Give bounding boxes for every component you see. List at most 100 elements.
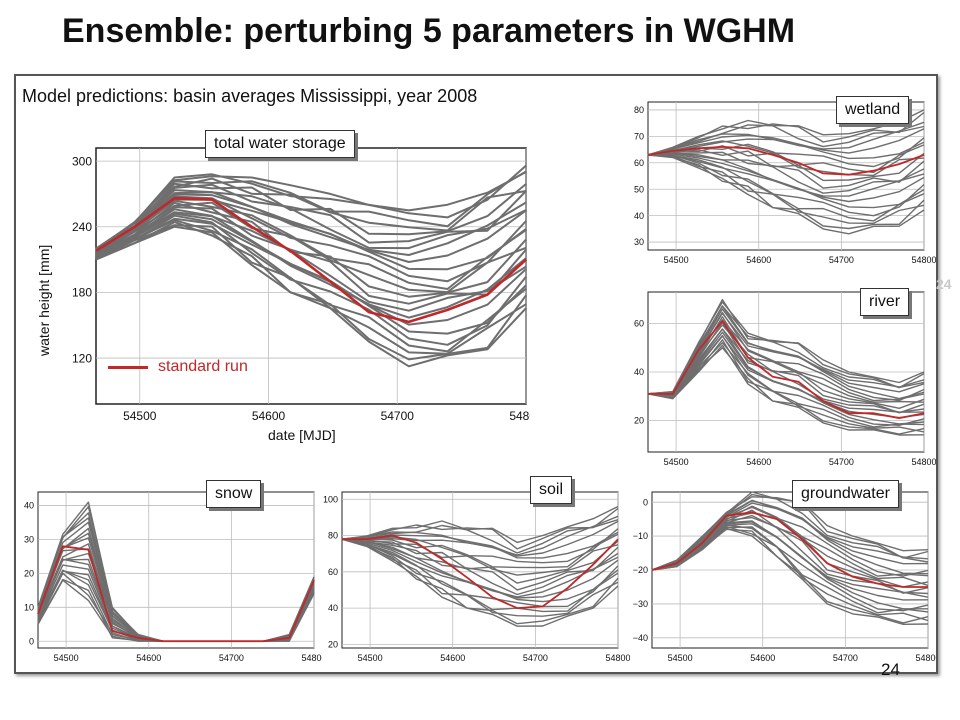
soil-ensemble-line (341, 538, 619, 608)
wetland-standard-run-line (647, 146, 925, 176)
wetland-ensemble-line (647, 149, 925, 182)
gw-x-tick-label: 54700 (833, 653, 858, 663)
tws-ensemble-line (95, 183, 527, 252)
tws-legend: standard run (108, 358, 248, 376)
wetland-y-tick-label: 50 (634, 184, 644, 194)
soil-ensemble-line (341, 538, 619, 591)
tws-y-tick-label: 300 (72, 154, 92, 168)
gw-y-tick-label: −30 (633, 599, 648, 609)
soil-svg: 54500 54600 54700 54800 20 40 60 80 100 (323, 491, 630, 663)
soil-ensemble-line (341, 538, 619, 627)
river-y-tick-label: 40 (634, 367, 644, 377)
river-ensemble-line (647, 334, 925, 427)
wetland-ensemble-line (647, 154, 925, 235)
tws-x-tick-label: 54600 (252, 409, 286, 423)
wetland-svg: 54500 54600 54700 54800 30 40 50 60 70 80 (634, 101, 936, 265)
stray-page-number: 24 (936, 276, 952, 292)
snow-svg: 54500 54600 54700 54800 0 10 20 30 40 (24, 491, 322, 663)
wetland-chart: 54500 54600 54700 54800 30 40 50 60 70 80 (620, 96, 936, 270)
slide-title: Ensemble: perturbing 5 parameters in WGH… (62, 12, 796, 50)
tws-ensemble-line (95, 171, 527, 250)
tws-x-axis-title: date [MJD] (268, 427, 336, 443)
tws-ensemble-line (95, 206, 527, 305)
river-ensemble-line (647, 316, 925, 403)
legend-swatch (108, 365, 148, 369)
river-ensemble-line (647, 339, 925, 433)
tws-ensemble-line (95, 201, 527, 298)
soil-ensemble-line (341, 519, 619, 554)
tws-panel-label: total water storage (205, 130, 355, 158)
river-x-tick-label: 54800 (911, 457, 936, 467)
wetland-x-tick-label: 54500 (664, 255, 689, 265)
river-standard-run-line (648, 320, 925, 420)
soil-ensemble-line (341, 538, 619, 584)
snow-y-tick-label: 40 (24, 501, 34, 511)
soil-ensemble-line (341, 515, 619, 556)
gw-x-tick-label: 54800 (915, 653, 936, 663)
gw-x-tick-label: 54600 (750, 653, 775, 663)
soil-ensemble-line (342, 528, 619, 564)
soil-ensemble-line (341, 538, 619, 599)
tws-x-tick-label: 54800 (509, 409, 530, 423)
river-ensemble-line (647, 347, 925, 435)
wetland-x-tick-label: 54700 (829, 255, 854, 265)
river-y-tick-label: 60 (634, 319, 644, 329)
snow-panel-label: snow (206, 480, 262, 508)
wetland-ensemble-line (647, 152, 925, 197)
wetland-y-tick-label: 80 (634, 105, 644, 115)
river-ensemble-line (647, 305, 925, 395)
wetland-y-tick-label: 30 (634, 237, 644, 247)
gw-ensemble-line (651, 493, 929, 571)
snow-y-tick-label: 20 (24, 569, 34, 579)
tws-y-tick-label: 240 (72, 220, 92, 234)
wetland-ensemble-line (647, 124, 925, 156)
tws-ensemble-line (95, 201, 527, 294)
wetland-ensemble-line (647, 109, 925, 156)
wetland-ensemble-line (647, 121, 925, 156)
wetland-ensemble-line (647, 145, 925, 177)
snow-chart: 54500 54600 54700 54800 0 10 20 30 40 (18, 486, 322, 670)
tws-ensemble-line (95, 189, 527, 256)
tws-ensemble-line (95, 212, 527, 326)
snow-x-tick-label: 54700 (219, 653, 244, 663)
wetland-ensemble-line (647, 137, 925, 168)
wetland-x-tick-label: 54600 (746, 255, 771, 265)
tws-ensemble-line (95, 221, 527, 361)
tws-x-tick-label: 54700 (381, 409, 415, 423)
tws-chart: 54500 54600 54700 54800 120 180 240 300 (60, 140, 530, 440)
tws-ensemble-line (95, 193, 527, 263)
gw-y-tick-label: −10 (633, 531, 648, 541)
snow-standard-run-line (37, 545, 315, 643)
subtitle: Model predictions: basin averages Missis… (22, 86, 478, 107)
river-ensemble-line (647, 342, 925, 428)
river-ensemble-line (647, 328, 925, 413)
river-ensemble-line (647, 321, 925, 414)
tws-ensemble-line (95, 164, 527, 250)
river-ensemble-line (647, 344, 925, 436)
soil-panel-label: soil (530, 476, 573, 504)
soil-x-tick-label: 54700 (523, 653, 548, 663)
river-x-tick-label: 54700 (829, 457, 854, 467)
wetland-ensemble-line (647, 153, 925, 203)
wetland-ensemble-line (647, 154, 925, 225)
wetland-ensemble-line (647, 128, 925, 156)
soil-ensemble-line (341, 538, 619, 613)
soil-y-tick-label: 60 (328, 567, 338, 577)
wetland-ensemble-line (647, 154, 925, 217)
gw-standard-run-line (651, 511, 928, 588)
soil-ensemble-line (341, 538, 619, 576)
snow-y-tick-label: 10 (24, 602, 34, 612)
soil-x-tick-label: 54500 (358, 653, 383, 663)
river-x-tick-label: 54600 (746, 457, 771, 467)
soil-standard-run-line (342, 534, 619, 609)
tws-ensemble-line (95, 191, 527, 253)
tws-y-tick-label: 120 (72, 351, 92, 365)
river-ensemble-line (647, 301, 925, 395)
snow-x-tick-label: 54800 (301, 653, 322, 663)
soil-x-tick-label: 54800 (605, 653, 630, 663)
soil-ensemble-line (341, 505, 619, 544)
soil-y-tick-label: 40 (328, 603, 338, 613)
gw-ensemble-line (651, 525, 929, 622)
tws-standard-run-line (95, 196, 527, 324)
wetland-y-tick-label: 60 (634, 158, 644, 168)
